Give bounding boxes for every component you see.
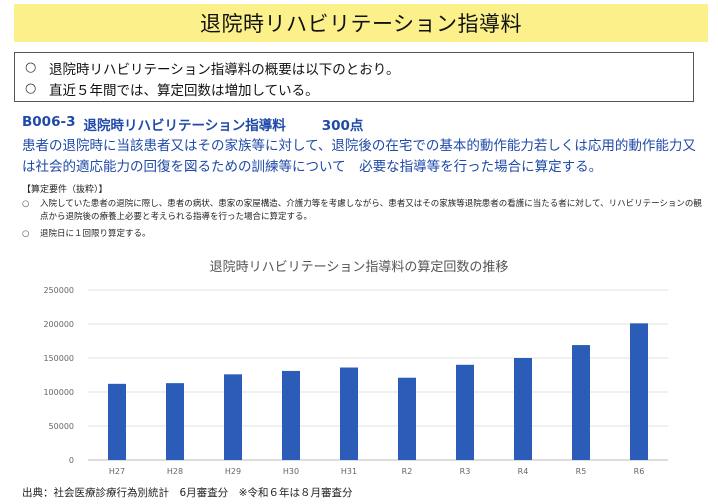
- x-tick-label: R3: [460, 467, 471, 476]
- x-tick-label: R4: [518, 467, 529, 476]
- bar: [630, 323, 648, 460]
- bullet-circle-icon: ○: [22, 199, 30, 209]
- x-tick-label: R2: [402, 467, 413, 476]
- source-note: 出典：社会医療診療行為別統計 6月審査分 ※令和６年は８月審査分: [22, 487, 353, 499]
- y-tick-label: 50000: [49, 422, 74, 431]
- fee-description: 患者の退院時に当該患者又はその家族等に対して、退院後の在宅での基本的動作能力若し…: [22, 138, 696, 175]
- summary-line: ○ 直近５年間では、算定回数は増加している。: [25, 78, 693, 99]
- bullet-circle-icon: ○: [22, 229, 30, 239]
- x-tick-label: H27: [109, 467, 125, 476]
- summary-text: 退院時リハビリテーション指導料の概要は以下のとおり。: [49, 61, 400, 78]
- requirements-heading: 【算定要件（抜粋）】: [22, 185, 108, 195]
- fee-name: 退院時リハビリテーション指導料: [83, 118, 286, 134]
- fee-points: 300点: [321, 118, 364, 134]
- summary-line: ○ 退院時リハビリテーション指導料の概要は以下のとおり。: [25, 57, 693, 78]
- bar: [108, 383, 126, 460]
- bar: [340, 367, 358, 460]
- chart-title: 退院時リハビリテーション指導料の算定回数の推移: [209, 260, 509, 275]
- y-tick-label: 150000: [43, 354, 74, 363]
- x-tick-label: H30: [283, 467, 299, 476]
- bar: [572, 345, 590, 460]
- x-tick-label: H31: [341, 467, 357, 476]
- x-tick-label: R6: [634, 467, 645, 476]
- y-tick-label: 0: [69, 456, 74, 465]
- bar: [456, 364, 474, 460]
- bullet-circle-icon: ○: [25, 81, 37, 96]
- bar: [166, 383, 184, 460]
- x-tick-label: R5: [576, 467, 587, 476]
- requirement-item: ○ 入院していた患者の退院に際し、患者の病状、患家の家屋構造、介護力等を考慮しな…: [22, 198, 702, 224]
- requirement-item: ○ 退院日に１回限り算定する。: [22, 228, 702, 241]
- bar: [398, 377, 416, 460]
- fee-code: B006-3: [22, 114, 76, 130]
- requirement-text: 退院日に１回限り算定する。: [40, 229, 151, 239]
- y-tick-label: 250000: [43, 286, 74, 295]
- summary-text: 直近５年間では、算定回数は増加している。: [49, 82, 319, 99]
- requirement-text: 入院していた患者の退院に際し、患者の病状、患家の家屋構造、介護力等を考慮しながら…: [40, 199, 702, 222]
- y-tick-label: 200000: [43, 320, 74, 329]
- y-tick-label: 100000: [43, 388, 74, 397]
- summary-box: ○ 退院時リハビリテーション指導料の概要は以下のとおり。 ○ 直近５年間では、算…: [14, 52, 694, 102]
- x-tick-label: H29: [225, 467, 241, 476]
- bar: [514, 358, 532, 460]
- bar: [282, 370, 300, 460]
- bar: [224, 374, 242, 460]
- fee-heading: B006-3 退院時リハビリテーション指導料 300点: [22, 114, 363, 134]
- page-title: 退院時リハビリテーション指導料: [14, 4, 708, 42]
- bullet-circle-icon: ○: [25, 60, 37, 75]
- x-tick-label: H28: [167, 467, 183, 476]
